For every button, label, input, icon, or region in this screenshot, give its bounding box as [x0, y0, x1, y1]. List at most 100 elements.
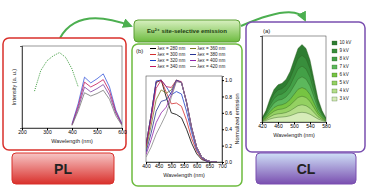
area: [262, 45, 326, 122]
y-axis: 0.00.20.40.60.81.0: [222, 77, 232, 166]
tick-label: 580: [322, 123, 331, 129]
tick-label: 0.8: [225, 94, 232, 100]
plot-area: [262, 45, 326, 122]
line: [72, 85, 122, 125]
y-axis-title: Normalized emission: [234, 93, 240, 144]
legend-swatch: [332, 97, 337, 101]
tick-label: 550: [180, 163, 189, 169]
plot-area: [146, 80, 217, 162]
line: [146, 80, 217, 162]
axis-line: [260, 37, 263, 123]
plot-frame: [22, 46, 122, 128]
legend-swatch: [190, 54, 196, 55]
legend-label: λex = 380 nm: [198, 52, 226, 57]
tick: 540: [306, 122, 315, 129]
legend-label: λex = 360 nm: [198, 46, 226, 51]
tick: 600: [118, 128, 127, 135]
tick: 200: [18, 128, 27, 135]
tick-label: 420: [258, 123, 267, 129]
x-axis-title: Wavelength (nm): [51, 138, 93, 144]
tick-mark: [222, 80, 224, 81]
legend-swatch: [332, 81, 337, 85]
panel: CL420460500540580Wavelength (nm)(a)10 kV…: [246, 22, 365, 184]
tick-label: 600: [118, 129, 127, 135]
tick: 500: [93, 128, 102, 135]
tick: 300: [43, 128, 52, 135]
x-axis: 400450500550600650700: [142, 162, 227, 169]
legend-label: 10 kV: [340, 40, 353, 45]
area: [262, 88, 326, 122]
legend-swatch: [190, 66, 196, 67]
legend-item: λex = 280 nm: [150, 46, 185, 51]
axis-line: [223, 77, 225, 163]
legend-item: λex = 300 nm: [150, 52, 185, 57]
figure: PL200300400500600Wavelength (nm)Intensit…: [0, 0, 368, 189]
line: [146, 80, 217, 162]
tick: 400: [142, 162, 151, 169]
plot-frame: [262, 36, 326, 122]
area: [262, 77, 326, 122]
legend-label: 9 kV: [340, 48, 350, 53]
legend-swatch: [150, 54, 156, 55]
x-axis: 420460500540580: [258, 122, 331, 129]
legend-swatch: [332, 41, 337, 45]
line: [146, 81, 217, 162]
legend-item: 10 kV: [332, 40, 352, 45]
legend-label: 7 kV: [340, 64, 350, 69]
title-box: [12, 153, 114, 184]
line: [35, 53, 79, 92]
title-box: [256, 153, 356, 184]
panel-frame: [132, 44, 242, 186]
y-axis: [20, 47, 23, 129]
tick: 0.0: [222, 159, 232, 165]
tick: 500: [168, 162, 177, 169]
area: [262, 66, 326, 122]
tick-label: 500: [93, 129, 102, 135]
line: [72, 90, 122, 125]
legend-swatch: [332, 49, 337, 53]
x-axis-title: Wavelength (nm): [163, 172, 205, 178]
legend-label: 6 kV: [340, 72, 350, 77]
legend-item: λex = 420 nm: [190, 64, 225, 69]
legend-item: 8 kV: [332, 56, 350, 61]
legend: λex = 280 nmλex = 300 nmλex = 320 nmλex …: [150, 46, 225, 69]
area: [262, 112, 326, 122]
legend-item: 6 kV: [332, 72, 350, 77]
legend-label: 5 kV: [340, 80, 350, 85]
legend-label: λex = 320 nm: [158, 58, 186, 63]
tick-mark: [222, 146, 224, 147]
legend-swatch: [332, 65, 337, 69]
tick: 450: [155, 162, 164, 169]
y-axis: [260, 37, 263, 123]
legend: 10 kV9 kV8 kV7 kV6 kV5 kV4 kV3 kV: [332, 40, 352, 101]
tick-mark: [222, 129, 224, 130]
tick-label: 600: [193, 163, 202, 169]
legend-item: 3 kV: [332, 96, 350, 101]
x-axis-title: Wavelength (nm): [273, 132, 315, 138]
line: [72, 74, 122, 124]
title: PL: [54, 161, 72, 177]
legend-label: λex = 340 nm: [158, 64, 186, 69]
area: [262, 105, 326, 122]
tick-label: 0.2: [225, 143, 232, 149]
legend-item: 9 kV: [332, 48, 350, 53]
legend-swatch: [190, 60, 196, 61]
tick: 550: [180, 162, 189, 169]
panel: Eu²⁺ site-selective emission400450500550…: [132, 20, 242, 186]
tick: 0.8: [222, 94, 232, 100]
tick-label: 650: [206, 163, 215, 169]
legend-label: λex = 300 nm: [158, 52, 186, 57]
legend-item: λex = 380 nm: [190, 52, 225, 57]
tick-label: 400: [142, 163, 151, 169]
legend-item: λex = 320 nm: [150, 58, 185, 63]
tick-label: 1.0: [225, 77, 232, 83]
tick-label: 500: [168, 163, 177, 169]
tick: 650: [206, 162, 215, 169]
axis-line: [20, 47, 23, 129]
legend-item: λex = 360 nm: [190, 46, 225, 51]
line: [146, 80, 217, 162]
annotation: (a): [263, 28, 270, 34]
line: [146, 82, 217, 162]
plot-frame: [146, 76, 222, 162]
legend-label: λex = 420 nm: [198, 64, 226, 69]
